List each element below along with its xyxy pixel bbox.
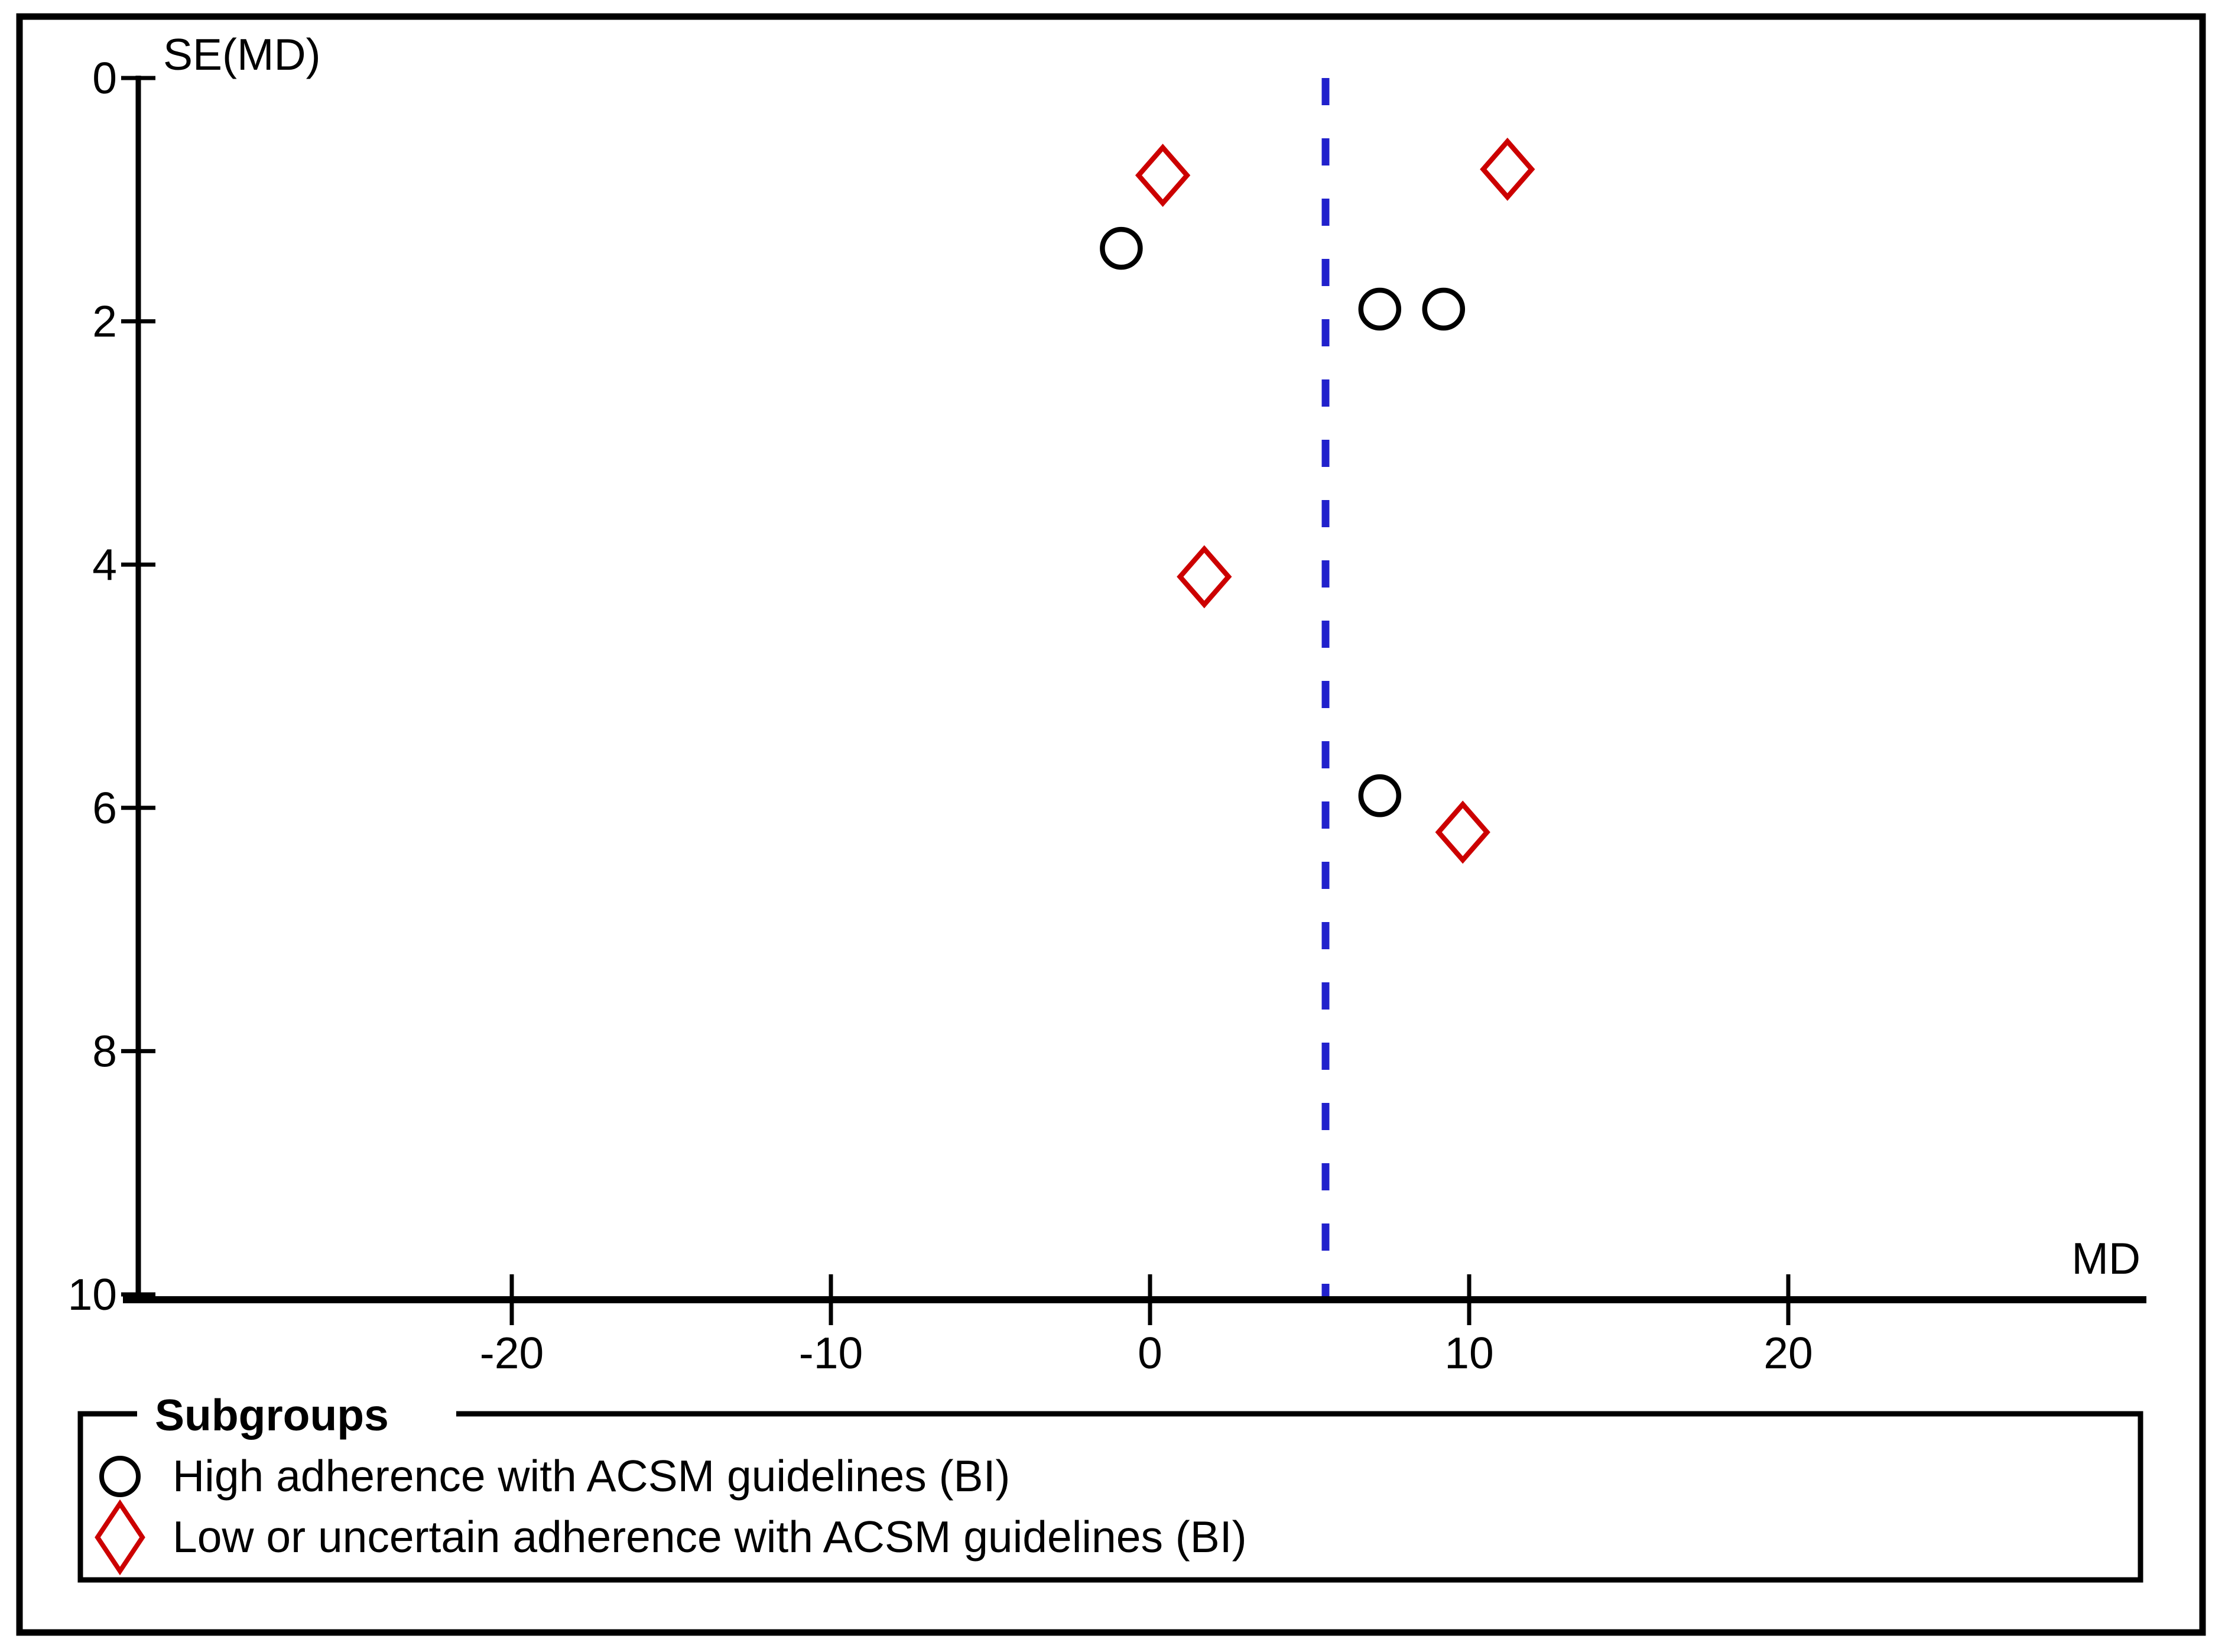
legend-diamond-icon <box>95 1499 145 1576</box>
x-axis-ticks: -20 -10 0 10 20 <box>480 1274 1813 1378</box>
data-point-diamond <box>1480 137 1535 201</box>
data-point-circle <box>1358 774 1402 817</box>
legend-circle-icon <box>99 1456 141 1497</box>
data-point-circle <box>1358 287 1402 331</box>
y-tick-label: 10 <box>68 1270 117 1319</box>
figure-border <box>16 13 2206 1636</box>
legend-icons <box>95 1456 145 1576</box>
x-tick-label: -10 <box>799 1328 863 1378</box>
data-point-diamond <box>1177 545 1232 609</box>
y-tick-label: 4 <box>92 540 117 589</box>
x-tick-label: 0 <box>1138 1328 1162 1378</box>
x-tick-label: 20 <box>1763 1328 1813 1378</box>
legend-title-mask <box>137 1387 456 1441</box>
y-axis-ticks: 0 2 4 6 8 10 <box>68 53 155 1319</box>
data-point-diamond <box>1435 800 1490 864</box>
x-tick-label: -20 <box>480 1328 544 1378</box>
data-point-diamond <box>1135 144 1191 207</box>
legend-item-low-adherence-label: Low or uncertain adherence with ACSM gui… <box>173 1512 1247 1562</box>
data-points <box>1100 137 1535 864</box>
y-tick-label: 6 <box>92 783 117 833</box>
y-tick-label: 0 <box>92 53 117 103</box>
legend: Subgroups High adherence with ACSM guide… <box>77 1387 2143 1583</box>
data-point-circle <box>1422 287 1466 331</box>
y-tick-label: 2 <box>92 297 117 346</box>
x-axis-title: MD <box>2071 1234 2140 1283</box>
y-axis-title: SE(MD) <box>163 30 321 79</box>
legend-title: Subgroups <box>155 1390 389 1440</box>
x-tick-label: 10 <box>1444 1328 1493 1378</box>
legend-border <box>77 1411 2143 1583</box>
y-tick-label: 8 <box>92 1026 117 1076</box>
data-point-circle <box>1100 226 1143 270</box>
legend-item-high-adherence-label: High adherence with ACSM guidelines (BI) <box>173 1451 1010 1501</box>
